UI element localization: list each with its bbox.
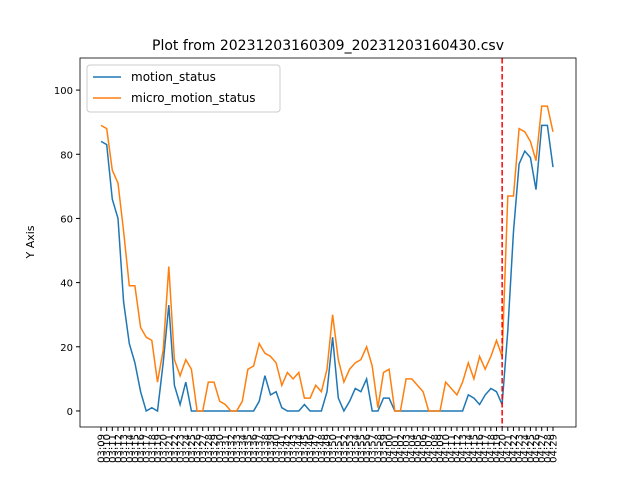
y-axis-label: Y Axis bbox=[24, 225, 37, 259]
x-tick-label: 03:15 bbox=[130, 434, 141, 463]
x-tick-label: 03:59 bbox=[379, 434, 390, 463]
x-tick-label: 04:17 bbox=[481, 434, 492, 463]
x-tick-label: 03:57 bbox=[368, 434, 379, 463]
x-tick-label: 03:39 bbox=[266, 434, 277, 463]
x-tick-label: 03:22 bbox=[170, 434, 181, 463]
x-tick-label: 03:10 bbox=[102, 434, 113, 463]
y-tick-label: 40 bbox=[60, 279, 73, 290]
x-tick-label: 03:36 bbox=[249, 434, 260, 463]
x-tick-label: 03:48 bbox=[317, 434, 328, 463]
x-tick-label: 03:21 bbox=[164, 434, 175, 463]
x-tick-label: 03:55 bbox=[356, 434, 367, 463]
y-tick-label: 80 bbox=[60, 150, 73, 161]
x-tick-label: 04:13 bbox=[458, 434, 469, 463]
x-tick-label: 03:28 bbox=[204, 434, 215, 463]
x-tick-label: 04:09 bbox=[436, 434, 447, 463]
plot-frame bbox=[79, 57, 577, 428]
x-tick-label: 03:26 bbox=[193, 434, 204, 463]
x-tick-label: 03:42 bbox=[283, 434, 294, 463]
series-line bbox=[100, 105, 554, 412]
x-tick-label: 03:37 bbox=[255, 434, 266, 463]
x-tick-label: 03:58 bbox=[373, 434, 384, 463]
x-tick-label: 03:27 bbox=[198, 434, 209, 463]
x-tick-label: 04:02 bbox=[396, 434, 407, 463]
x-tick-label: 04:14 bbox=[464, 434, 475, 463]
x-tick-label: 03:40 bbox=[272, 434, 283, 463]
x-tick-label: 03:33 bbox=[232, 434, 243, 463]
x-tick-label: 03:50 bbox=[328, 434, 339, 463]
x-tick-label: 04:22 bbox=[509, 434, 520, 463]
x-tick-label: 04:05 bbox=[413, 434, 424, 463]
x-tick-label: 04:11 bbox=[447, 434, 458, 463]
y-tick-label: 20 bbox=[60, 343, 73, 354]
x-tick-label: 04:10 bbox=[441, 434, 452, 463]
legend-label: micro_motion_status bbox=[131, 91, 256, 105]
x-tick-label: 03:30 bbox=[215, 434, 226, 463]
x-tick-label: 03:41 bbox=[277, 434, 288, 463]
x-tick-label: 04:04 bbox=[407, 434, 418, 463]
x-tick-label: 03:32 bbox=[226, 434, 237, 463]
x-tick-label: 03:51 bbox=[334, 434, 345, 463]
x-tick-label: 03:34 bbox=[238, 434, 249, 463]
y-tick-label: 100 bbox=[54, 86, 73, 97]
x-tick-label: 03:46 bbox=[306, 434, 317, 463]
x-tick-label: 03:23 bbox=[176, 434, 187, 463]
y-tick-label: 60 bbox=[60, 214, 73, 225]
x-tick-label: 03:13 bbox=[119, 434, 130, 463]
series-line bbox=[100, 124, 554, 413]
x-tick-label: 04:26 bbox=[532, 434, 543, 463]
x-tick-label: 03:11 bbox=[108, 434, 119, 463]
x-tick-label: 04:20 bbox=[498, 434, 509, 463]
x-tick-label: 04:12 bbox=[452, 434, 463, 463]
x-tick-label: 04:08 bbox=[430, 434, 441, 463]
chart-title: Plot from 20231203160309_20231203160430.… bbox=[152, 38, 504, 54]
x-tick-label: 04:21 bbox=[503, 434, 514, 463]
x-tick-label: 03:43 bbox=[289, 434, 300, 463]
x-tick-label: 03:54 bbox=[351, 434, 362, 463]
x-tick-label: 03:14 bbox=[125, 434, 136, 463]
x-tick-label: 03:20 bbox=[159, 434, 170, 463]
legend-box bbox=[86, 64, 281, 113]
x-tick-label: 04:27 bbox=[537, 434, 548, 463]
x-tick-label: 03:52 bbox=[339, 434, 350, 463]
x-tick-label: 04:03 bbox=[402, 434, 413, 463]
x-tick-label: 03:12 bbox=[113, 434, 124, 463]
x-tick-label: 03:18 bbox=[147, 434, 158, 463]
x-tick-label: 03:35 bbox=[243, 434, 254, 463]
legend-label: motion_status bbox=[131, 70, 216, 84]
x-tick-label: 04:15 bbox=[469, 434, 480, 463]
x-tick-label: 03:31 bbox=[221, 434, 232, 463]
x-tick-label: 03:53 bbox=[345, 434, 356, 463]
x-tick-label: 04:28 bbox=[543, 434, 554, 463]
x-tick-label: 03:24 bbox=[181, 434, 192, 463]
x-tick-label: 04:29 bbox=[549, 434, 560, 463]
x-tick-label: 03:25 bbox=[187, 434, 198, 463]
x-tick-label: 04:18 bbox=[486, 434, 497, 463]
x-tick-label: 04:06 bbox=[419, 434, 430, 463]
x-tick-label: 04:01 bbox=[390, 434, 401, 463]
x-tick-label: 04:25 bbox=[526, 434, 537, 463]
x-tick-label: 03:49 bbox=[323, 434, 334, 463]
x-tick-label: 04:24 bbox=[520, 434, 531, 463]
x-tick-label: 03:17 bbox=[142, 434, 153, 463]
x-tick-label: 03:16 bbox=[136, 434, 147, 463]
x-tick-label: 03:47 bbox=[311, 434, 322, 463]
x-tick-label: 04:00 bbox=[385, 434, 396, 463]
x-tick-label: 04:16 bbox=[475, 434, 486, 463]
x-tick-label: 03:19 bbox=[153, 434, 164, 463]
x-tick-label: 04:23 bbox=[515, 434, 526, 463]
y-tick-label: 0 bbox=[67, 407, 73, 418]
x-tick-label: 03:45 bbox=[300, 434, 311, 463]
x-tick-label: 03:38 bbox=[260, 434, 271, 463]
x-tick-label: 03:56 bbox=[362, 434, 373, 463]
x-tick-label: 03:44 bbox=[294, 434, 305, 463]
x-tick-label: 03:29 bbox=[210, 434, 221, 463]
x-tick-label: 04:07 bbox=[424, 434, 435, 463]
x-tick-label: 03:09 bbox=[97, 434, 108, 463]
x-tick-label: 04:19 bbox=[492, 434, 503, 463]
